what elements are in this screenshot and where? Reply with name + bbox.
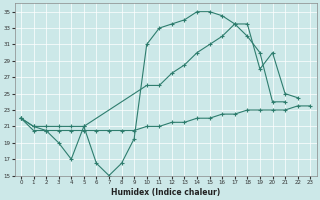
X-axis label: Humidex (Indice chaleur): Humidex (Indice chaleur) — [111, 188, 220, 197]
